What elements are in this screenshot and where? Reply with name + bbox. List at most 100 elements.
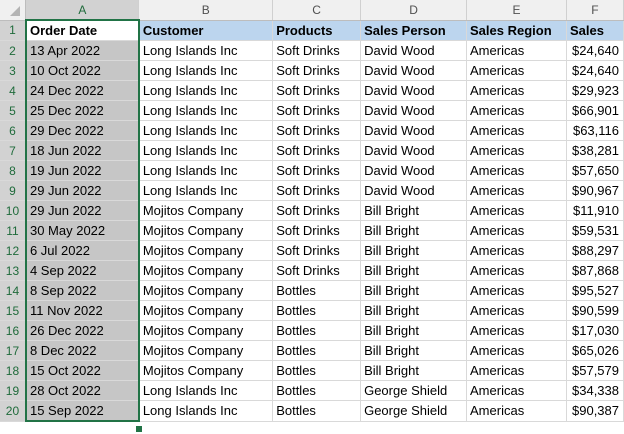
cell-sales[interactable]: $11,910: [566, 200, 624, 221]
fill-handle[interactable]: [135, 425, 143, 433]
header-cell-order-date[interactable]: Order Date: [24, 19, 140, 41]
cell-sales-region[interactable]: Americas: [466, 320, 567, 341]
cell-sales-region[interactable]: Americas: [466, 140, 567, 161]
cell-customer[interactable]: Long Islands Inc: [138, 380, 274, 401]
cell-sales[interactable]: $59,531: [566, 220, 624, 241]
cell-sales[interactable]: $88,297: [566, 240, 624, 261]
cell-customer[interactable]: Mojitos Company: [138, 320, 274, 341]
cell-order-date[interactable]: 13 Apr 2022: [24, 40, 140, 61]
cell-products[interactable]: Bottles: [272, 380, 362, 401]
cell-products[interactable]: Bottles: [272, 280, 362, 301]
cell-sales-region[interactable]: Americas: [466, 40, 567, 61]
cell-order-date[interactable]: 29 Jun 2022: [24, 180, 140, 201]
cell-sales-person[interactable]: David Wood: [360, 40, 468, 61]
cell-sales-region[interactable]: Americas: [466, 60, 567, 81]
cell-sales[interactable]: $63,116: [566, 120, 624, 141]
cell-order-date[interactable]: 30 May 2022: [24, 220, 140, 241]
row-header[interactable]: 3: [0, 60, 27, 81]
cell-sales-person[interactable]: David Wood: [360, 60, 468, 81]
row-header[interactable]: 2: [0, 40, 27, 61]
column-header-b[interactable]: B: [138, 0, 274, 21]
cell-products[interactable]: Soft Drinks: [272, 120, 362, 141]
row-header[interactable]: 8: [0, 160, 27, 181]
row-header[interactable]: 16: [0, 320, 27, 341]
cell-sales-person[interactable]: Bill Bright: [360, 300, 468, 321]
cell-sales-region[interactable]: Americas: [466, 300, 567, 321]
cell-products[interactable]: Bottles: [272, 300, 362, 321]
cell-sales-person[interactable]: Bill Bright: [360, 360, 468, 381]
cell-sales-person[interactable]: Bill Bright: [360, 280, 468, 301]
cell-customer[interactable]: Long Islands Inc: [138, 140, 274, 161]
cell-products[interactable]: Soft Drinks: [272, 220, 362, 241]
cell-sales-region[interactable]: Americas: [466, 400, 567, 422]
cell-sales[interactable]: $29,923: [566, 80, 624, 101]
column-header-f[interactable]: F: [566, 0, 624, 21]
cell-products[interactable]: Bottles: [272, 360, 362, 381]
cell-order-date[interactable]: 8 Sep 2022: [24, 280, 140, 301]
cell-products[interactable]: Soft Drinks: [272, 240, 362, 261]
cell-order-date[interactable]: 15 Sep 2022: [24, 400, 140, 422]
cell-order-date[interactable]: 8 Dec 2022: [24, 340, 140, 361]
cell-sales-person[interactable]: David Wood: [360, 140, 468, 161]
cell-sales[interactable]: $34,338: [566, 380, 624, 401]
cell-sales-person[interactable]: Bill Bright: [360, 320, 468, 341]
row-header[interactable]: 6: [0, 120, 27, 141]
header-cell-customer[interactable]: Customer: [138, 20, 274, 41]
cell-customer[interactable]: Mojitos Company: [138, 360, 274, 381]
cell-sales-region[interactable]: Americas: [466, 200, 567, 221]
cell-sales-person[interactable]: George Shield: [360, 380, 468, 401]
cell-products[interactable]: Soft Drinks: [272, 200, 362, 221]
cell-order-date[interactable]: 11 Nov 2022: [24, 300, 140, 321]
row-header[interactable]: 1: [0, 20, 27, 41]
column-header-d[interactable]: D: [360, 0, 468, 21]
cell-order-date[interactable]: 25 Dec 2022: [24, 100, 140, 121]
cell-sales-person[interactable]: Bill Bright: [360, 240, 468, 261]
cell-sales-region[interactable]: Americas: [466, 240, 567, 261]
cell-customer[interactable]: Long Islands Inc: [138, 100, 274, 121]
column-header-e[interactable]: E: [466, 0, 567, 21]
row-header[interactable]: 17: [0, 340, 27, 361]
cell-customer[interactable]: Long Islands Inc: [138, 80, 274, 101]
column-header-a[interactable]: A: [25, 0, 140, 21]
cell-sales-region[interactable]: Americas: [466, 260, 567, 281]
cell-customer[interactable]: Long Islands Inc: [138, 160, 274, 181]
cell-products[interactable]: Bottles: [272, 400, 362, 422]
cell-customer[interactable]: Long Islands Inc: [138, 180, 274, 201]
row-header[interactable]: 7: [0, 140, 27, 161]
row-header[interactable]: 5: [0, 100, 27, 121]
cell-products[interactable]: Soft Drinks: [272, 60, 362, 81]
cell-order-date[interactable]: 29 Jun 2022: [24, 200, 140, 221]
cell-products[interactable]: Soft Drinks: [272, 140, 362, 161]
cell-sales[interactable]: $17,030: [566, 320, 624, 341]
cell-customer[interactable]: Mojitos Company: [138, 220, 274, 241]
header-cell-products[interactable]: Products: [272, 20, 362, 41]
cell-products[interactable]: Bottles: [272, 320, 362, 341]
cell-sales-person[interactable]: David Wood: [360, 160, 468, 181]
cell-sales[interactable]: $87,868: [566, 260, 624, 281]
cell-sales-person[interactable]: Bill Bright: [360, 260, 468, 281]
cell-sales[interactable]: $24,640: [566, 40, 624, 61]
header-cell-sales-region[interactable]: Sales Region: [466, 20, 567, 41]
row-header[interactable]: 18: [0, 360, 27, 381]
cell-order-date[interactable]: 4 Sep 2022: [24, 260, 140, 281]
cell-products[interactable]: Soft Drinks: [272, 100, 362, 121]
cell-order-date[interactable]: 6 Jul 2022: [24, 240, 140, 261]
row-header[interactable]: 4: [0, 80, 27, 101]
cell-sales-region[interactable]: Americas: [466, 360, 567, 381]
cell-customer[interactable]: Mojitos Company: [138, 280, 274, 301]
cell-order-date[interactable]: 28 Oct 2022: [24, 380, 140, 401]
cell-sales-region[interactable]: Americas: [466, 160, 567, 181]
cell-sales[interactable]: $90,599: [566, 300, 624, 321]
cell-products[interactable]: Bottles: [272, 340, 362, 361]
cell-sales[interactable]: $66,901: [566, 100, 624, 121]
cell-sales[interactable]: $65,026: [566, 340, 624, 361]
cell-order-date[interactable]: 10 Oct 2022: [24, 60, 140, 81]
cell-sales-region[interactable]: Americas: [466, 120, 567, 141]
cell-sales[interactable]: $57,579: [566, 360, 624, 381]
row-header[interactable]: 19: [0, 380, 27, 401]
cell-sales-region[interactable]: Americas: [466, 340, 567, 361]
cell-customer[interactable]: Long Islands Inc: [138, 120, 274, 141]
header-cell-sales-person[interactable]: Sales Person: [360, 20, 468, 41]
cell-customer[interactable]: Mojitos Company: [138, 340, 274, 361]
